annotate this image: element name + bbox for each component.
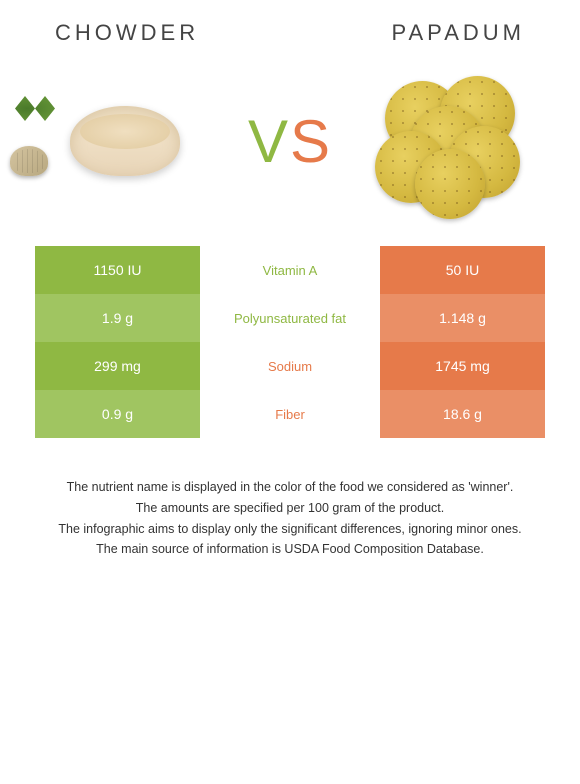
images-row: VS (35, 66, 545, 216)
left-food-title: CHOWDER (55, 20, 199, 46)
nutrient-label: Polyunsaturated fat (200, 294, 380, 342)
right-value: 18.6 g (380, 390, 545, 438)
table-row: 1.9 g Polyunsaturated fat 1.148 g (35, 294, 545, 342)
left-value: 1150 IU (35, 246, 200, 294)
note-line: The amounts are specified per 100 gram o… (45, 499, 535, 518)
left-value: 0.9 g (35, 390, 200, 438)
right-value: 50 IU (380, 246, 545, 294)
right-food-title: PAPADUM (391, 20, 525, 46)
vs-label: VS (248, 107, 332, 176)
footer-notes: The nutrient name is displayed in the co… (35, 478, 545, 559)
clam-icon (10, 146, 48, 176)
left-value: 299 mg (35, 342, 200, 390)
table-row: 299 mg Sodium 1745 mg (35, 342, 545, 390)
chowder-image (40, 71, 210, 211)
parsley-icon (15, 96, 55, 121)
right-value: 1.148 g (380, 294, 545, 342)
papadum-image (370, 71, 540, 211)
table-row: 0.9 g Fiber 18.6 g (35, 390, 545, 438)
papadum-disc-icon (415, 149, 485, 219)
nutrient-label: Sodium (200, 342, 380, 390)
note-line: The nutrient name is displayed in the co… (45, 478, 535, 497)
note-line: The main source of information is USDA F… (45, 540, 535, 559)
note-line: The infographic aims to display only the… (45, 520, 535, 539)
vs-v-letter: V (248, 108, 290, 175)
nutrient-label: Fiber (200, 390, 380, 438)
header: CHOWDER PAPADUM (35, 20, 545, 46)
table-row: 1150 IU Vitamin A 50 IU (35, 246, 545, 294)
left-value: 1.9 g (35, 294, 200, 342)
soup-bowl-icon (70, 106, 180, 176)
comparison-table: 1150 IU Vitamin A 50 IU 1.9 g Polyunsatu… (35, 246, 545, 438)
vs-s-letter: S (290, 108, 332, 175)
right-value: 1745 mg (380, 342, 545, 390)
nutrient-label: Vitamin A (200, 246, 380, 294)
